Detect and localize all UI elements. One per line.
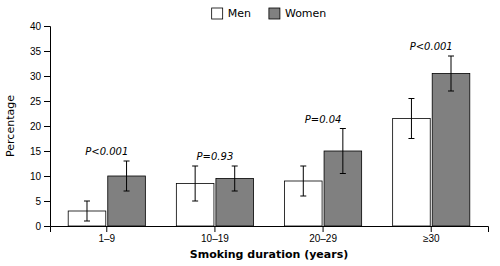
legend-swatch	[269, 8, 280, 19]
legend-item: Women	[269, 7, 326, 20]
y-tick-mark	[44, 151, 50, 152]
error-cap	[340, 128, 346, 129]
error-bar	[84, 201, 90, 221]
error-bar	[340, 129, 346, 174]
error-line	[451, 56, 452, 91]
x-tick-mark	[431, 226, 432, 232]
bar	[432, 74, 470, 227]
y-tick-mark	[44, 26, 50, 27]
error-line	[342, 129, 343, 174]
x-axis-line	[51, 227, 489, 233]
annotation: P=0.04	[305, 114, 342, 125]
y-tick-mark	[44, 176, 50, 177]
error-line	[411, 99, 412, 139]
y-tick-label: 40	[30, 21, 42, 32]
error-cap	[124, 191, 130, 192]
annotations: P<0.001 P=0.93 P=0.04 P<0.001	[85, 41, 452, 162]
y-tick-label: 25	[30, 96, 42, 107]
annotation: P=0.93	[197, 151, 234, 162]
y-tick-label: 20	[30, 121, 42, 132]
annotation: P<0.001	[85, 146, 128, 157]
error-cap	[192, 166, 198, 167]
legend-label: Men	[228, 7, 251, 20]
y-axis-title: Percentage	[4, 95, 17, 157]
x-axis: 1–9 10–19 20–29 ≥30	[51, 226, 489, 244]
error-bar	[300, 166, 306, 196]
error-cap	[232, 191, 238, 192]
y-tick-label: 15	[30, 146, 42, 157]
y-axis: 0 5 10 15 20 25 30 35 40	[30, 21, 51, 232]
legend-label: Women	[285, 7, 326, 20]
error-cap	[84, 221, 90, 222]
error-cap	[84, 201, 90, 202]
error-cap	[448, 91, 454, 92]
error-bar	[124, 161, 130, 191]
error-cap	[124, 161, 130, 162]
y-tick-label: 10	[30, 171, 42, 182]
series	[108, 56, 470, 226]
error-cap	[300, 196, 306, 197]
y-tick: 10	[30, 171, 50, 182]
legend: Men Women	[212, 7, 327, 20]
y-tick: 5	[35, 196, 50, 207]
x-tick-mark	[323, 226, 324, 232]
annotation: P<0.001	[410, 41, 453, 52]
error-cap	[408, 98, 414, 99]
x-tick: 20–29	[309, 226, 337, 244]
error-bar	[408, 99, 414, 139]
legend-item: Men	[212, 7, 251, 20]
x-tick-label: 10–19	[201, 233, 229, 244]
x-tick-mark	[106, 226, 107, 232]
error-cap	[232, 166, 238, 167]
y-tick-mark	[44, 101, 50, 102]
y-tick-mark	[44, 76, 50, 77]
y-tick: 15	[30, 146, 50, 157]
y-tick: 40	[30, 21, 50, 32]
y-axis-line	[44, 27, 51, 227]
x-tick-label: ≥30	[423, 233, 440, 244]
y-tick-label: 35	[30, 46, 42, 57]
error-bar	[448, 56, 454, 91]
error-bar	[192, 166, 198, 201]
series	[68, 99, 430, 227]
plot-area: 05101520253035401–910–1920–29≥30P<0.001P…	[30, 21, 489, 244]
x-tick-label: 20–29	[309, 233, 337, 244]
legend-swatch	[212, 8, 223, 19]
error-cap	[408, 138, 414, 139]
x-tick: ≥30	[423, 226, 440, 244]
chart: 05101520253035401–910–1920–29≥30P<0.001P…	[0, 0, 500, 266]
error-cap	[448, 56, 454, 57]
y-tick: 30	[30, 71, 50, 82]
y-tick-mark	[44, 226, 50, 227]
error-line	[195, 166, 196, 201]
error-line	[234, 166, 235, 191]
x-tick: 10–19	[201, 226, 229, 244]
error-bar	[232, 166, 238, 191]
y-tick-mark	[44, 201, 50, 202]
error-line	[303, 166, 304, 196]
y-tick-label: 30	[30, 71, 42, 82]
error-cap	[192, 201, 198, 202]
y-tick-label: 0	[35, 221, 41, 232]
x-axis-title: Smoking duration (years)	[190, 248, 348, 261]
x-tick: 1–9	[98, 226, 115, 244]
y-tick: 20	[30, 121, 50, 132]
error-line	[86, 201, 87, 221]
error-cap	[300, 166, 306, 167]
y-tick-mark	[44, 126, 50, 127]
x-tick-label: 1–9	[98, 233, 115, 244]
y-tick: 0	[35, 221, 50, 232]
error-line	[126, 161, 127, 191]
y-tick: 35	[30, 46, 50, 57]
y-tick-label: 5	[35, 196, 41, 207]
marks	[68, 56, 470, 226]
y-tick: 25	[30, 96, 50, 107]
x-tick-mark	[214, 226, 215, 232]
error-cap	[340, 173, 346, 174]
y-tick-mark	[44, 51, 50, 52]
